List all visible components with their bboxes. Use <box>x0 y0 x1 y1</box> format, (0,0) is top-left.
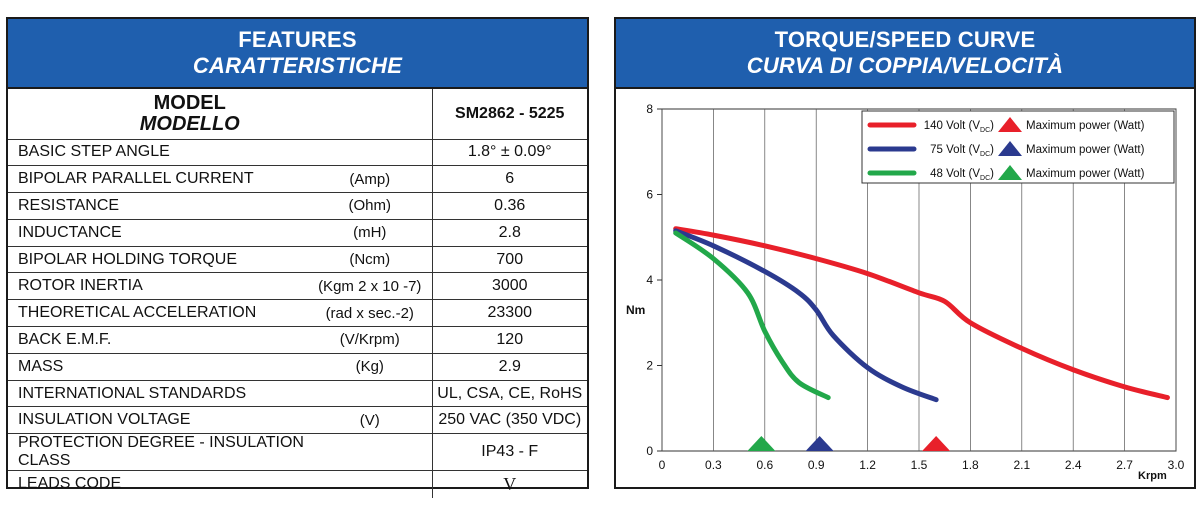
spec-name: LEADS CODE <box>18 475 122 493</box>
x-tick-label: 1.5 <box>911 458 928 472</box>
spec-name: BIPOLAR HOLDING TORQUE <box>8 246 308 274</box>
spec-name: PROTECTION DEGREE - INSULATION CLASS <box>8 433 308 472</box>
spec-name: THEORETICAL ACCELERATION <box>8 299 308 328</box>
spec-unit <box>308 380 432 408</box>
spec-row: BACK E.M.F. (V/Krpm) 120 <box>8 326 587 354</box>
spec-row: INDUCTANCE (mH) 2.8 <box>8 219 587 247</box>
legend-marker <box>998 141 1022 156</box>
series-line <box>673 228 939 403</box>
spec-unit: (Kgm 2 x 10 -7) <box>308 272 432 301</box>
spec-unit <box>308 471 432 498</box>
features-title-it: CARATTERISTICHE <box>192 53 403 78</box>
spec-unit: (rad x sec.-2) <box>308 299 432 328</box>
x-tick-label: 1.2 <box>859 458 876 472</box>
y-axis-label: Nm <box>626 303 645 317</box>
torque-speed-chart: 0 0.3 0.6 0.9 1.2 1.5 1.8 2.1 2.4 2.7 3.0 0 2 4 6 8 Nm Kr… <box>626 102 1185 482</box>
spec-value: V <box>431 470 587 498</box>
spec-unit: (Kg) <box>308 353 432 381</box>
max-power-marker <box>747 436 776 451</box>
features-title: FEATURES <box>238 27 357 52</box>
spec-unit: (Amp) <box>308 165 432 194</box>
features-panel: FEATURES CARATTERISTICHE MODEL MODELLO S… <box>6 17 589 498</box>
spec-name: MASS <box>8 353 308 381</box>
y-tick-label: 6 <box>646 188 653 202</box>
legend-marker <box>998 117 1022 132</box>
legend-label: 48 Volt (VDC) <box>930 168 994 182</box>
spec-value: 2.9 <box>431 353 587 381</box>
legend-marker <box>998 165 1022 180</box>
spec-name: ROTOR INERTIA <box>8 272 308 301</box>
x-tick-label: 0.9 <box>808 458 825 472</box>
spec-row: RESISTANCE (Ohm) 0.36 <box>8 192 587 220</box>
x-tick-label: 1.8 <box>962 458 979 472</box>
x-tick-label: 3.0 <box>1168 458 1185 472</box>
spec-row: ROTOR INERTIA (Kgm 2 x 10 -7) 3000 <box>8 272 587 301</box>
y-tick-label: 0 <box>646 444 653 458</box>
x-tick-label: 2.1 <box>1013 458 1030 472</box>
spec-unit: (Ncm) <box>308 246 432 274</box>
legend-label: 75 Volt (VDC) <box>930 144 994 158</box>
spec-value: 2.8 <box>431 219 587 247</box>
spec-value: UL, CSA, CE, RoHS <box>431 380 587 408</box>
spec-row: BIPOLAR HOLDING TORQUE (Ncm) 700 <box>8 246 587 274</box>
model-row: MODEL MODELLO SM2862 - 5225 <box>8 89 587 140</box>
spec-row: INTERNATIONAL STANDARDS UL, CSA, CE, RoHS <box>8 380 587 408</box>
spec-unit: (V) <box>308 406 432 435</box>
spec-value: 120 <box>431 326 587 354</box>
spec-name: BIPOLAR PARALLEL CURRENT <box>8 165 308 194</box>
x-tick-label: 2.4 <box>1065 458 1082 472</box>
model-label-it: MODELLO <box>139 112 240 135</box>
y-tick-label: 4 <box>646 273 653 287</box>
spec-row: INSULATION VOLTAGE (V) 250 VAC (350 VDC) <box>8 406 587 435</box>
spec-row: BIPOLAR PARALLEL CURRENT (Amp) 6 <box>8 165 587 194</box>
curve-title-it: CURVA DI COPPIA/VELOCITÀ <box>746 53 1064 78</box>
spec-row: BASIC STEP ANGLE 1.8° ± 0.09° <box>8 139 587 167</box>
spec-row: THEORETICAL ACCELERATION (rad x sec.-2) 23… <box>8 299 587 328</box>
spec-unit: (mH) <box>308 219 432 247</box>
spec-row: MASS (Kg) 2.9 <box>8 353 587 381</box>
x-tick-label: 0.6 <box>756 458 773 472</box>
curve-title: TORQUE/SPEED CURVE <box>774 27 1036 52</box>
legend-marker-label: Maximum power (Watt) <box>1026 144 1145 156</box>
spec-name: BASIC STEP ANGLE <box>8 139 308 167</box>
legend-label: 140 Volt (VDC) <box>924 120 994 134</box>
spec-value: 700 <box>431 246 587 274</box>
spec-row: LEADS CODE V <box>8 470 587 498</box>
model-label: MODEL <box>153 91 226 114</box>
model-value: SM2862 - 5225 <box>431 89 587 140</box>
spec-value: 3000 <box>431 272 587 301</box>
curve-header: TORQUE/SPEED CURVE CURVA DI COPPIA/VELOC… <box>616 19 1194 89</box>
spec-name: INSULATION VOLTAGE <box>8 406 308 435</box>
spec-name: INTERNATIONAL STANDARDS <box>8 380 308 408</box>
spec-unit: (Ohm) <box>308 192 432 220</box>
spec-value: 250 VAC (350 VDC) <box>431 406 587 435</box>
spec-table: MODEL MODELLO SM2862 - 5225 BASIC STEP A… <box>8 89 587 498</box>
spec-unit <box>308 433 432 472</box>
y-tick-label: 2 <box>646 359 653 373</box>
x-tick-label: 2.7 <box>1116 458 1133 472</box>
y-tick-label: 8 <box>646 102 653 116</box>
x-tick-label: 0 <box>659 458 666 472</box>
features-header: FEATURES CARATTERISTICHE <box>8 19 587 89</box>
max-power-marker <box>922 436 951 451</box>
spec-row: PROTECTION DEGREE - INSULATION CLASS IP43… <box>8 433 587 472</box>
x-axis-label: Krpm <box>1138 470 1167 482</box>
legend-marker-label: Maximum power (Watt) <box>1026 120 1145 132</box>
curve-panel: TORQUE/SPEED CURVE CURVA DI COPPIA/VELOC… <box>614 17 1196 489</box>
spec-value: IP43 - F <box>431 433 587 472</box>
legend-marker-label: Maximum power (Watt) <box>1026 168 1145 180</box>
spec-value: 6 <box>431 165 587 194</box>
spec-value: 23300 <box>431 299 587 328</box>
series-line <box>673 230 831 401</box>
spec-unit: (V/Krpm) <box>308 326 432 354</box>
spec-unit <box>308 139 432 167</box>
max-power-marker <box>805 436 834 451</box>
spec-name: RESISTANCE <box>8 192 308 220</box>
spec-value: 1.8° ± 0.09° <box>431 139 587 167</box>
spec-name: BACK E.M.F. <box>8 326 308 354</box>
spec-name: INDUCTANCE <box>8 219 308 247</box>
series-line <box>673 226 1170 401</box>
spec-value: 0.36 <box>431 192 587 220</box>
x-tick-label: 0.3 <box>705 458 722 472</box>
